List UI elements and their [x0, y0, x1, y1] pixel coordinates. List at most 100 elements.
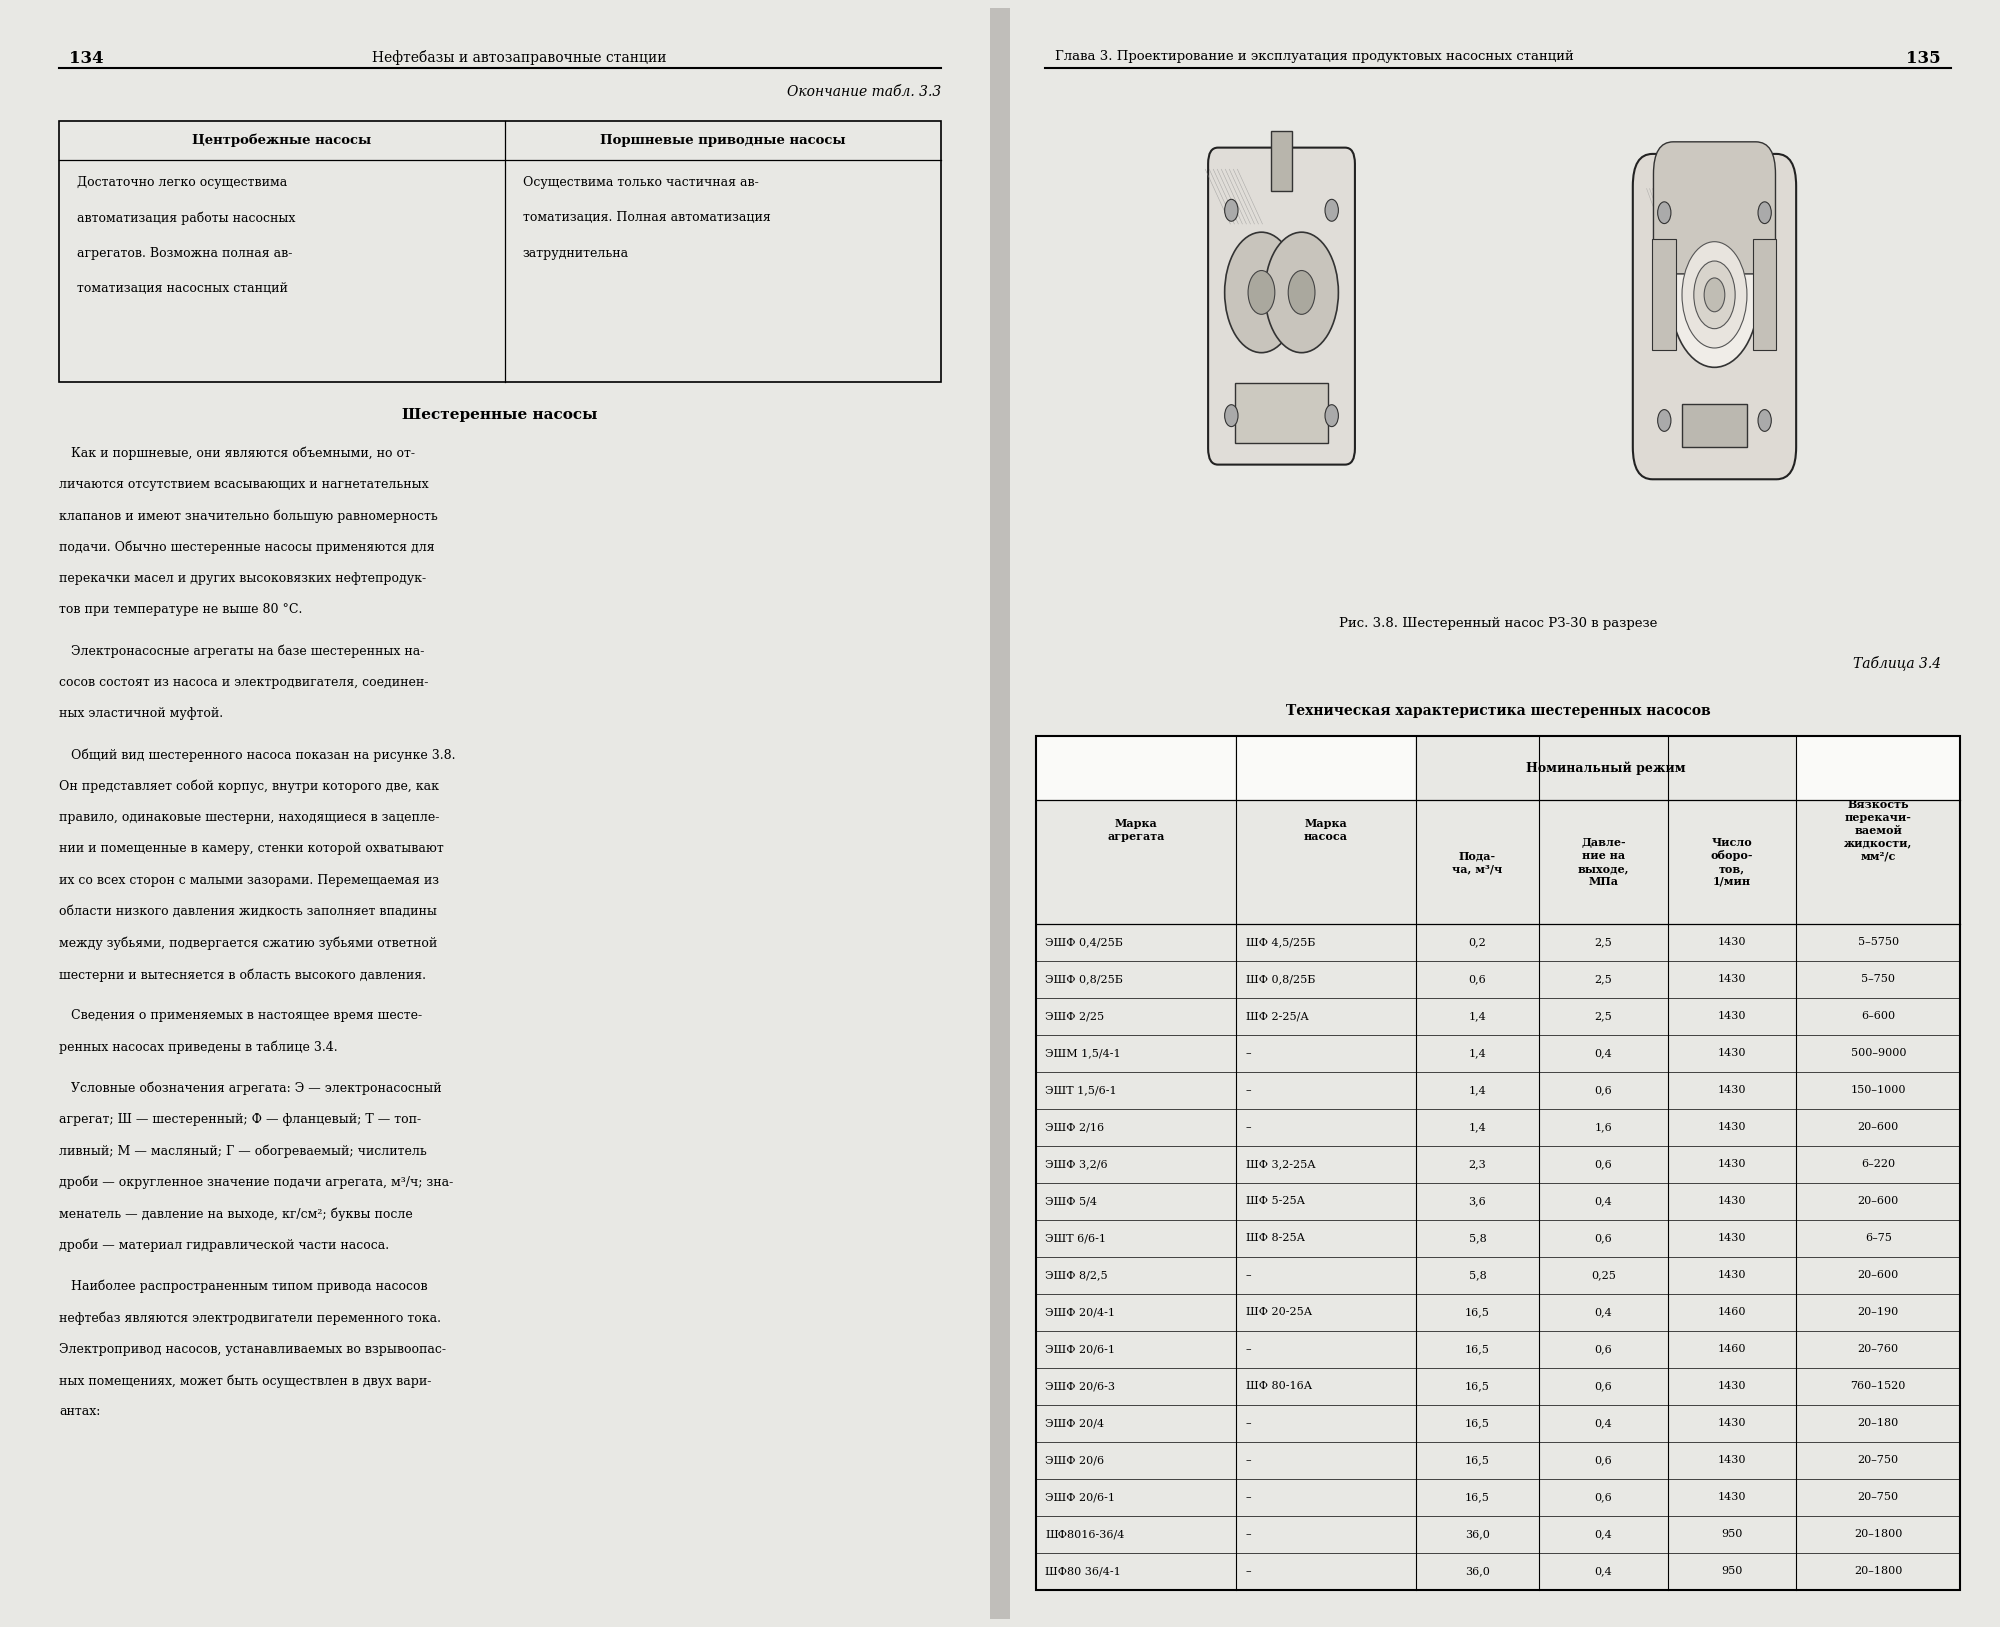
Text: ЭШФ 3,2/6: ЭШФ 3,2/6 — [1046, 1160, 1108, 1170]
FancyBboxPatch shape — [1208, 148, 1354, 465]
Text: 5,8: 5,8 — [1468, 1271, 1486, 1280]
Text: Центробежные насосы: Центробежные насосы — [192, 133, 372, 146]
Text: Общий вид шестеренного насоса показан на рисунке 3.8.: Общий вид шестеренного насоса показан на… — [60, 748, 456, 761]
Text: 0,4: 0,4 — [1594, 1048, 1612, 1059]
Circle shape — [1758, 202, 1772, 223]
Circle shape — [1288, 270, 1314, 314]
Text: 150–1000: 150–1000 — [1850, 1085, 1906, 1095]
Text: томатизация насосных станций: томатизация насосных станций — [76, 281, 288, 294]
Circle shape — [1694, 260, 1736, 329]
Text: ливный; М — масляный; Г — обогреваемый; числитель: ливный; М — масляный; Г — обогреваемый; … — [60, 1144, 426, 1158]
Text: 0,6: 0,6 — [1594, 1344, 1612, 1354]
Text: томатизация. Полная автоматизация: томатизация. Полная автоматизация — [522, 212, 770, 225]
Text: 6–220: 6–220 — [1862, 1160, 1896, 1170]
Circle shape — [1758, 410, 1772, 431]
Circle shape — [1326, 200, 1338, 221]
Text: сосов состоят из насоса и электродвигателя, соединен-: сосов состоят из насоса и электродвигате… — [60, 675, 428, 688]
FancyBboxPatch shape — [1272, 130, 1292, 190]
Text: –: – — [1246, 1123, 1252, 1132]
Text: 0,6: 0,6 — [1594, 1233, 1612, 1243]
Text: 1430: 1430 — [1718, 1456, 1746, 1466]
Text: 1,4: 1,4 — [1468, 1012, 1486, 1022]
Text: подачи. Обычно шестеренные насосы применяются для: подачи. Обычно шестеренные насосы примен… — [60, 540, 434, 553]
Text: 135: 135 — [1906, 50, 1940, 67]
Circle shape — [1704, 278, 1724, 312]
FancyBboxPatch shape — [1752, 239, 1776, 350]
Text: Окончание табл. 3.3: Окончание табл. 3.3 — [786, 86, 942, 99]
Text: 20–760: 20–760 — [1858, 1344, 1898, 1354]
Text: ШФ 2-25/А: ШФ 2-25/А — [1246, 1012, 1308, 1022]
Text: 1430: 1430 — [1718, 1196, 1746, 1207]
Text: Пода-
ча, м³/ч: Пода- ча, м³/ч — [1452, 851, 1502, 874]
Text: их со всех сторон с малыми зазорами. Перемещаемая из: их со всех сторон с малыми зазорами. Пер… — [60, 874, 440, 887]
Text: Электропривод насосов, устанавливаемых во взрывоопас-: Электропривод насосов, устанавливаемых в… — [60, 1342, 446, 1355]
Text: ЭШМ 1,5/4-1: ЭШМ 1,5/4-1 — [1046, 1048, 1120, 1059]
Text: 36,0: 36,0 — [1466, 1529, 1490, 1539]
Text: 134: 134 — [68, 50, 104, 67]
Text: 20–1800: 20–1800 — [1854, 1567, 1902, 1577]
Circle shape — [1264, 233, 1338, 353]
Text: 20–190: 20–190 — [1858, 1308, 1898, 1318]
Text: ЭШФ 20/6: ЭШФ 20/6 — [1046, 1456, 1104, 1466]
Text: 0,6: 0,6 — [1594, 1456, 1612, 1466]
Text: менатель — давление на выходе, кг/см²; буквы после: менатель — давление на выходе, кг/см²; б… — [60, 1207, 412, 1220]
Text: ЭШФ 20/6-1: ЭШФ 20/6-1 — [1046, 1344, 1116, 1354]
Text: области низкого давления жидкость заполняет впадины: области низкого давления жидкость заполн… — [60, 905, 436, 918]
Text: 20–600: 20–600 — [1858, 1123, 1898, 1132]
Text: Как и поршневые, они являются объемными, но от-: Как и поршневые, они являются объемными,… — [60, 446, 416, 460]
Text: Техническая характеристика шестеренных насосов: Техническая характеристика шестеренных н… — [1286, 704, 1710, 718]
Text: 0,6: 0,6 — [1594, 1381, 1612, 1391]
Text: 2,5: 2,5 — [1594, 975, 1612, 984]
Text: нии и помещенные в камеру, стенки которой охватывают: нии и помещенные в камеру, стенки которо… — [60, 843, 444, 856]
Circle shape — [1682, 242, 1746, 348]
Text: ШФ80 36/4-1: ШФ80 36/4-1 — [1046, 1567, 1122, 1577]
Text: 20–180: 20–180 — [1858, 1419, 1898, 1429]
Text: агрегат; Ш — шестеренный; Ф — фланцевый; Т — топ-: агрегат; Ш — шестеренный; Ф — фланцевый;… — [60, 1113, 422, 1126]
Text: 0,6: 0,6 — [1594, 1085, 1612, 1095]
Text: Марка
насоса: Марка насоса — [1304, 818, 1348, 843]
Text: 1430: 1430 — [1718, 1381, 1746, 1391]
FancyBboxPatch shape — [1652, 239, 1676, 350]
Text: 16,5: 16,5 — [1466, 1419, 1490, 1429]
Text: 20–750: 20–750 — [1858, 1456, 1898, 1466]
Text: ШФ8016-36/4: ШФ8016-36/4 — [1046, 1529, 1124, 1539]
Text: 0,4: 0,4 — [1594, 1196, 1612, 1207]
Text: 0,6: 0,6 — [1468, 975, 1486, 984]
Text: Таблица 3.4: Таблица 3.4 — [1852, 656, 1940, 670]
Text: 1430: 1430 — [1718, 1160, 1746, 1170]
Bar — [60, 120, 940, 382]
Text: –: – — [1246, 1567, 1252, 1577]
Text: Шестеренные насосы: Шестеренные насосы — [402, 408, 598, 421]
Text: ЭШФ 0,8/25Б: ЭШФ 0,8/25Б — [1046, 975, 1124, 984]
Circle shape — [1224, 200, 1238, 221]
Text: 36,0: 36,0 — [1466, 1567, 1490, 1577]
Text: между зубьями, подвергается сжатию зубьями ответной: между зубьями, подвергается сжатию зубья… — [60, 937, 438, 950]
Text: 1430: 1430 — [1718, 1085, 1746, 1095]
Text: 5–750: 5–750 — [1862, 975, 1896, 984]
Text: ШФ 8-25А: ШФ 8-25А — [1246, 1233, 1304, 1243]
Text: 1430: 1430 — [1718, 1123, 1746, 1132]
Text: 1430: 1430 — [1718, 1233, 1746, 1243]
Text: –: – — [1246, 1419, 1252, 1429]
Text: 1,4: 1,4 — [1468, 1085, 1486, 1095]
Circle shape — [1224, 405, 1238, 426]
Text: 1460: 1460 — [1718, 1344, 1746, 1354]
Text: –: – — [1246, 1085, 1252, 1095]
Text: 1430: 1430 — [1718, 1048, 1746, 1059]
Text: ШФ 80-16А: ШФ 80-16А — [1246, 1381, 1312, 1391]
Bar — [1036, 735, 1960, 1590]
Text: 5–5750: 5–5750 — [1858, 937, 1898, 947]
Text: ЭШФ 20/6-3: ЭШФ 20/6-3 — [1046, 1381, 1116, 1391]
Text: 0,6: 0,6 — [1594, 1160, 1612, 1170]
Bar — [1798, 735, 1960, 800]
Text: 950: 950 — [1722, 1567, 1742, 1577]
Text: –: – — [1246, 1271, 1252, 1280]
Text: Глава 3. Проектирование и эксплуатация продуктовых насосных станций: Глава 3. Проектирование и эксплуатация п… — [1056, 50, 1574, 63]
Text: ШФ 20-25А: ШФ 20-25А — [1246, 1308, 1312, 1318]
Text: 6–75: 6–75 — [1864, 1233, 1892, 1243]
Circle shape — [1658, 410, 1670, 431]
Text: ЭШФ 20/4-1: ЭШФ 20/4-1 — [1046, 1308, 1116, 1318]
Text: 2,3: 2,3 — [1468, 1160, 1486, 1170]
Text: ных помещениях, может быть осуществлен в двух вари-: ных помещениях, может быть осуществлен в… — [60, 1375, 432, 1388]
Text: 0,4: 0,4 — [1594, 1567, 1612, 1577]
